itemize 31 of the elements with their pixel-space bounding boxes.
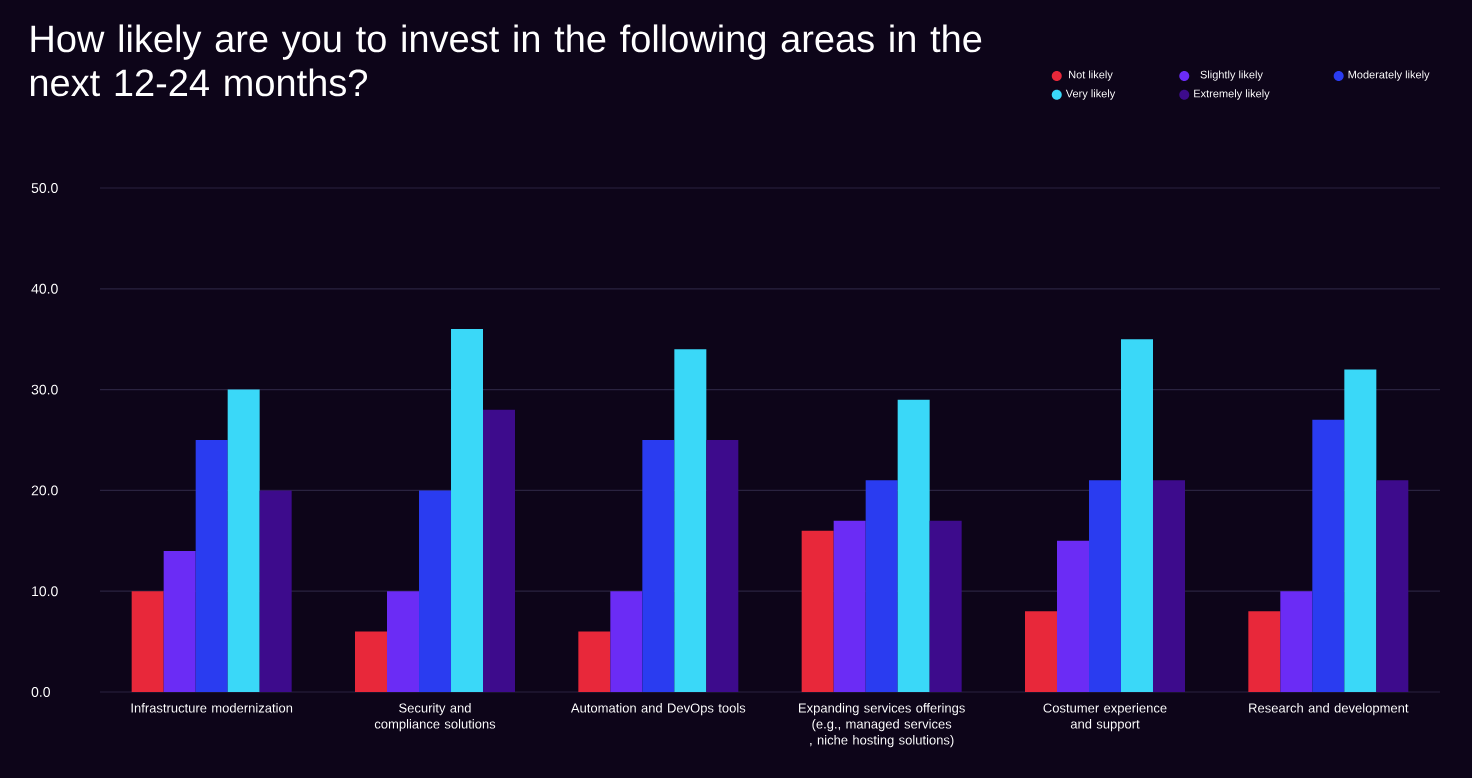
bar (1248, 611, 1281, 692)
bar (1153, 480, 1185, 692)
bar (1376, 480, 1409, 692)
bar (833, 520, 866, 692)
bar (642, 440, 675, 692)
bar (259, 490, 292, 692)
bar (227, 389, 260, 692)
chart-title: How likely are you to invest in the following areas in the next 12-24 months? (30, 24, 982, 97)
bar (387, 591, 420, 692)
bar (451, 329, 483, 692)
bar (706, 440, 739, 692)
bar (801, 530, 834, 692)
bar (1344, 369, 1377, 692)
bar (1280, 591, 1313, 692)
bar (355, 631, 387, 692)
bar (865, 480, 898, 692)
bar (1057, 540, 1089, 692)
bar (929, 520, 962, 692)
bar (1089, 480, 1121, 692)
bar (163, 550, 196, 692)
bar (1312, 419, 1345, 692)
bar (131, 591, 164, 692)
bar (610, 591, 643, 692)
bar (674, 349, 707, 692)
bar (578, 631, 611, 692)
bar (483, 409, 515, 692)
bar (195, 440, 228, 692)
bar (1121, 339, 1153, 692)
bar (1025, 611, 1057, 692)
bar (419, 490, 452, 692)
bar (897, 399, 930, 692)
